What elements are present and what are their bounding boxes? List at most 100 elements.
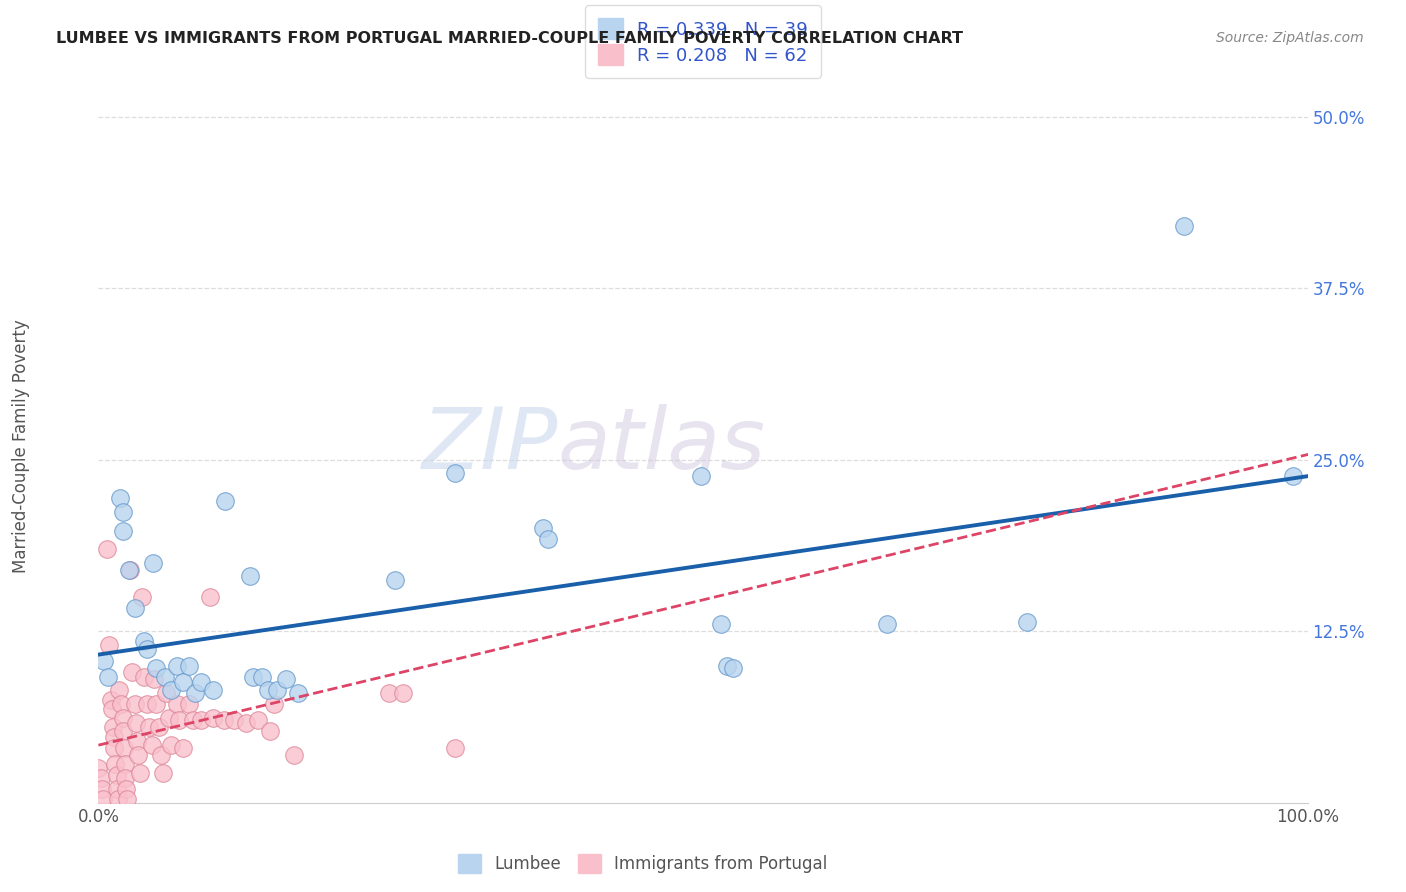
Point bbox=[1015, 615, 1038, 629]
Point bbox=[166, 697, 188, 711]
Point bbox=[105, 782, 128, 797]
Point bbox=[87, 762, 110, 776]
Point bbox=[537, 533, 560, 547]
Point bbox=[181, 714, 204, 728]
Point bbox=[135, 642, 157, 657]
Point bbox=[108, 683, 131, 698]
Point bbox=[212, 714, 235, 728]
Point bbox=[105, 768, 128, 782]
Point bbox=[142, 556, 165, 570]
Point bbox=[124, 601, 146, 615]
Point bbox=[169, 714, 191, 728]
Point bbox=[384, 574, 406, 588]
Point bbox=[172, 740, 194, 755]
Point bbox=[117, 791, 139, 805]
Point bbox=[716, 658, 738, 673]
Point bbox=[202, 683, 225, 698]
Point bbox=[127, 747, 149, 762]
Point bbox=[125, 716, 148, 731]
Point bbox=[115, 782, 138, 797]
Point bbox=[107, 791, 129, 805]
Point bbox=[141, 738, 163, 752]
Point bbox=[222, 714, 245, 728]
Point bbox=[184, 686, 207, 700]
Point bbox=[111, 524, 134, 538]
Point bbox=[111, 711, 134, 725]
Point bbox=[198, 590, 221, 604]
Legend: Lumbee, Immigrants from Portugal: Lumbee, Immigrants from Portugal bbox=[451, 847, 834, 880]
Point bbox=[128, 765, 150, 780]
Point bbox=[190, 675, 212, 690]
Text: Source: ZipAtlas.com: Source: ZipAtlas.com bbox=[1216, 31, 1364, 45]
Point bbox=[242, 669, 264, 683]
Point bbox=[143, 673, 166, 687]
Point bbox=[202, 711, 225, 725]
Point bbox=[145, 697, 167, 711]
Point bbox=[96, 541, 118, 556]
Point bbox=[155, 686, 177, 700]
Point bbox=[274, 673, 297, 687]
Point bbox=[239, 569, 262, 583]
Point bbox=[91, 782, 114, 797]
Point bbox=[131, 590, 153, 604]
Point bbox=[121, 665, 143, 680]
Text: ZIP: ZIP bbox=[422, 404, 558, 488]
Point bbox=[259, 724, 281, 739]
Point bbox=[90, 771, 112, 785]
Point bbox=[377, 686, 399, 700]
Point bbox=[148, 720, 170, 734]
Point bbox=[145, 661, 167, 675]
Point bbox=[150, 747, 173, 762]
Point bbox=[179, 697, 201, 711]
Point bbox=[110, 697, 132, 711]
Point bbox=[235, 716, 257, 731]
Text: atlas: atlas bbox=[558, 404, 766, 488]
Point bbox=[444, 467, 467, 481]
Point bbox=[103, 740, 125, 755]
Point bbox=[97, 669, 120, 683]
Point bbox=[118, 562, 141, 576]
Point bbox=[112, 740, 135, 755]
Text: LUMBEE VS IMMIGRANTS FROM PORTUGAL MARRIED-COUPLE FAMILY POVERTY CORRELATION CHA: LUMBEE VS IMMIGRANTS FROM PORTUGAL MARRI… bbox=[56, 31, 963, 46]
Point bbox=[127, 734, 149, 748]
Point bbox=[160, 738, 183, 752]
Point bbox=[103, 730, 125, 744]
Point bbox=[190, 714, 212, 728]
Point bbox=[247, 714, 270, 728]
Point bbox=[444, 740, 467, 755]
Point bbox=[256, 683, 278, 698]
Point bbox=[266, 683, 288, 698]
Point bbox=[710, 617, 733, 632]
Point bbox=[114, 757, 136, 772]
Point bbox=[263, 697, 285, 711]
Point bbox=[152, 765, 174, 780]
Point bbox=[1282, 469, 1305, 483]
Point bbox=[1173, 219, 1195, 234]
Point bbox=[160, 683, 183, 698]
Point bbox=[135, 697, 157, 711]
Point bbox=[134, 669, 156, 683]
Point bbox=[108, 491, 131, 505]
Point bbox=[157, 711, 180, 725]
Point bbox=[531, 521, 554, 535]
Point bbox=[111, 724, 134, 739]
Point bbox=[118, 562, 141, 576]
Point bbox=[172, 675, 194, 690]
Text: Married-Couple Family Poverty: Married-Couple Family Poverty bbox=[13, 319, 30, 573]
Point bbox=[179, 658, 201, 673]
Point bbox=[166, 658, 188, 673]
Point bbox=[91, 791, 114, 805]
Point bbox=[114, 771, 136, 785]
Point bbox=[287, 686, 309, 700]
Point bbox=[153, 669, 176, 683]
Point bbox=[689, 469, 711, 483]
Point bbox=[723, 661, 745, 675]
Point bbox=[100, 693, 122, 707]
Point bbox=[124, 697, 146, 711]
Point bbox=[392, 686, 415, 700]
Point bbox=[93, 655, 115, 669]
Point bbox=[100, 702, 122, 716]
Point bbox=[138, 720, 160, 734]
Point bbox=[283, 747, 305, 762]
Point bbox=[104, 757, 127, 772]
